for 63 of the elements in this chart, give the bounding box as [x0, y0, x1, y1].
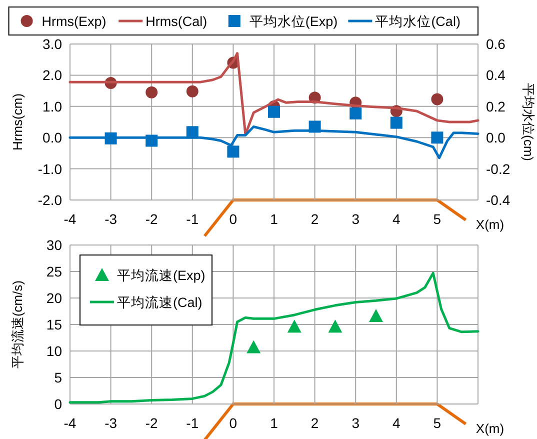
point	[287, 320, 302, 333]
point	[369, 309, 383, 322]
legend-label: Hrms(Cal)	[146, 14, 208, 29]
line-series	[68, 52, 480, 136]
y2-tick-label: 0.4	[486, 67, 506, 84]
y-tick-label: -1.0	[38, 160, 62, 177]
legend-label: 平均流速(Exp)	[117, 268, 206, 283]
point	[227, 146, 240, 158]
legend-label: 平均流速(Cal)	[117, 295, 202, 310]
point	[268, 106, 280, 118]
y-tick-label: 0	[54, 396, 62, 412]
x-tick-label: 1	[270, 415, 278, 431]
legend-label: 平均水位(Exp)	[249, 14, 338, 29]
y2-tick-label: 0.0	[486, 130, 506, 146]
point	[328, 320, 342, 333]
point	[390, 116, 402, 129]
x-tick-label: 3	[352, 211, 360, 227]
y-tick-label: 5	[54, 370, 62, 386]
y-tick-label: 0.0	[42, 130, 62, 146]
x-tick-label: -4	[64, 211, 76, 227]
y2-tick-label: 0.2	[486, 98, 506, 114]
x-tick-label: -4	[64, 415, 76, 431]
point	[350, 107, 362, 120]
y-tick-label: 30	[46, 237, 62, 253]
x-tick-label: -2	[145, 415, 158, 431]
x-tick-label: 2	[310, 415, 319, 431]
y-tick-label: 10	[46, 343, 62, 359]
legend-label: 平均水位(Cal)	[375, 14, 460, 29]
x-tick-label: 4	[392, 211, 400, 227]
x-tick-label: -3	[104, 211, 118, 227]
point	[186, 85, 198, 98]
y-tick-label: 2.0	[42, 67, 62, 84]
y-tick-label: 1.0	[42, 98, 62, 114]
y-tick-label: 20	[46, 290, 62, 306]
x-tick-label: -2	[145, 211, 158, 227]
y-tick-label: 25	[46, 264, 62, 280]
y2-tick-label: 0.6	[486, 36, 506, 52]
point	[431, 132, 444, 144]
y-axis-title: Hrms(cm)	[10, 93, 25, 151]
x-tick-label: 0	[229, 211, 238, 227]
x-tick-label: 1	[270, 211, 278, 227]
legend-label: Hrms(Exp)	[42, 14, 106, 29]
y2-tick-label: -0.2	[486, 160, 510, 177]
x-tick-label: -3	[104, 415, 118, 431]
point	[246, 340, 261, 354]
x-tick-label: 2	[310, 211, 319, 227]
y2-tick-label: -0.4	[486, 192, 510, 208]
y-tick-label: 3.0	[42, 36, 62, 52]
x-tick-label: -1	[186, 211, 199, 227]
x-tick-label: -1	[186, 415, 199, 431]
x-tick-label: 5	[433, 211, 442, 227]
x-axis-title: X(m)	[476, 217, 504, 232]
x-tick-label: 4	[392, 415, 400, 431]
x-tick-label: 3	[352, 415, 360, 431]
y2-axis-title: 平均水位(cm)	[521, 83, 536, 161]
point	[146, 86, 158, 98]
y-tick-label: 15	[46, 316, 62, 332]
x-tick-label: 0	[229, 415, 238, 431]
y-tick-label: -2.0	[38, 192, 62, 208]
x-tick-label: 5	[433, 415, 442, 431]
point	[431, 93, 444, 106]
y-axis-title: 平均流速(cm/s)	[10, 280, 25, 369]
x-axis-title: X(m)	[476, 421, 504, 436]
